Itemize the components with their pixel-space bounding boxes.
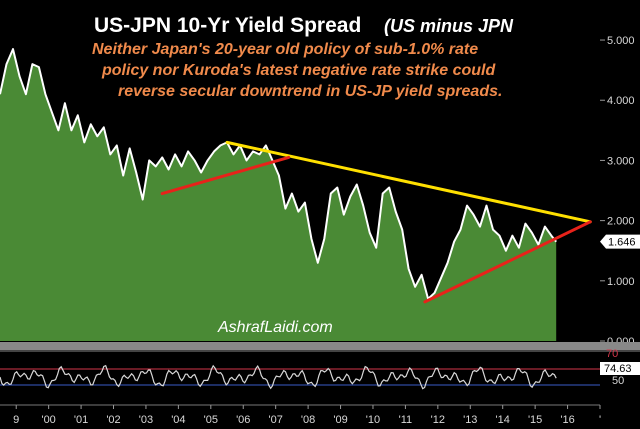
x-tick-label: ' [599, 414, 601, 426]
last-value-marker: 1.646 [600, 234, 640, 249]
y-tick-label: 3.000 [607, 155, 635, 167]
last-value-label: 1.646 [608, 237, 636, 249]
annotation-line-3: reverse secular downtrend in US-JP yield… [118, 83, 502, 100]
x-tick-label: '04 [171, 414, 185, 426]
oscillator-value-flag [600, 362, 640, 375]
spread-area [0, 49, 557, 341]
x-axis: 9 '00 '01 '02 '03 '04 '05 '06 '07 '08 '09 '10 '11 '12… [13, 405, 601, 426]
oscillator-line [0, 364, 557, 390]
y-tick-label: 1.000 [607, 276, 635, 288]
panel-divider-shadow [0, 350, 640, 352]
oscillator-upper-label: 70 [606, 348, 618, 360]
x-tick-label: '05 [204, 414, 218, 426]
x-tick-label: '14 [496, 414, 510, 426]
x-tick-label: '00 [41, 414, 55, 426]
panel-divider [0, 342, 640, 350]
trendlines [160, 140, 592, 304]
support-trendline-1 [160, 155, 291, 196]
x-tick-label: 9 [13, 414, 19, 426]
x-tick-label: '02 [106, 414, 120, 426]
x-tick-label: '13 [463, 414, 477, 426]
last-value-flag [600, 234, 640, 249]
support-trendline-2 [423, 220, 592, 304]
x-tick-label: '07 [269, 414, 283, 426]
annotation-line-2: policy nor Kuroda's latest negative rate… [101, 62, 496, 79]
chart-title: US-JPN 10-Yr Yield Spread [94, 14, 361, 37]
resistance-trendline-0 [225, 140, 592, 224]
y-tick-label: 4.000 [607, 95, 635, 107]
annotation-line-1: Neither Japan's 20-year old policy of su… [92, 41, 478, 58]
x-tick-label: '12 [431, 414, 445, 426]
watermark: AshrafLaidi.com [217, 319, 333, 336]
main-plot [0, 48, 592, 341]
x-tick-label: '03 [139, 414, 153, 426]
oscillator-value-label: 74.63 [604, 363, 632, 375]
oscillator-panel: 70 74.63 50 [0, 348, 640, 390]
chart-subtitle: (US minus JPN [384, 16, 514, 36]
oscillator-scale-label: 50 [612, 375, 624, 387]
x-tick-label: '15 [528, 414, 542, 426]
x-tick-label: '09 [333, 414, 347, 426]
spread-line [0, 48, 557, 300]
x-tick-label: '16 [560, 414, 574, 426]
x-tick-label: '10 [366, 414, 380, 426]
x-tick-label: '01 [74, 414, 88, 426]
y-tick-label: 2.000 [607, 216, 635, 228]
x-tick-label: '06 [236, 414, 250, 426]
x-tick-label: '08 [301, 414, 315, 426]
x-tick-label: '11 [399, 414, 413, 426]
y-tick-label: 5.000 [607, 35, 635, 47]
